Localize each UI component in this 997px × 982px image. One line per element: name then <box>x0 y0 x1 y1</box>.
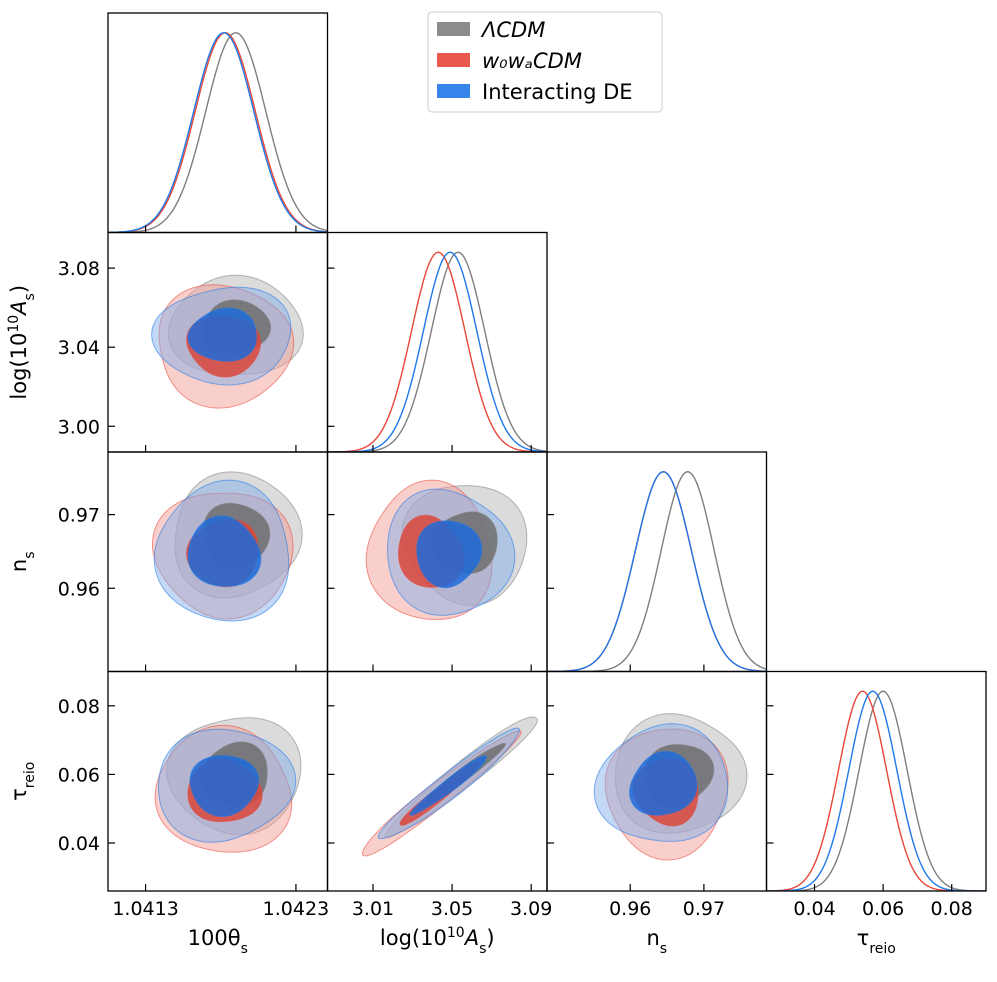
contour-inner-ide <box>187 515 262 587</box>
axis-label-theta: 100θs <box>188 926 248 957</box>
panel-frame <box>765 670 987 892</box>
marginal-line-lcdm <box>766 690 986 891</box>
axis-label-tau: τreio <box>857 926 896 957</box>
marginal-line-lcdm <box>108 32 328 233</box>
x-tick-label: 1.0423 <box>263 898 329 920</box>
contour-inner-ide <box>409 755 488 816</box>
panel-frame <box>546 451 768 673</box>
contour-inner-ide <box>187 307 257 362</box>
x-tick-label: 3.05 <box>431 898 473 920</box>
contour-panel-theta-tau <box>154 717 302 853</box>
x-tick-label: 0.97 <box>683 898 725 920</box>
y-tick-label: 0.08 <box>58 696 100 718</box>
legend-label-w0wa: w₀wₐCDM <box>482 49 582 73</box>
legend-swatch-w0wa <box>437 53 470 67</box>
panel-frame <box>326 231 548 453</box>
contour-inner-ide <box>189 755 260 818</box>
x-tick-label: 0.08 <box>931 898 973 920</box>
marginal-line-ide <box>766 690 986 891</box>
y-tick-label: 0.04 <box>58 833 100 855</box>
y-tick-label: 3.00 <box>58 416 100 438</box>
contour-panel-ns-tau <box>593 713 748 861</box>
y-tick-label: 3.04 <box>58 337 100 359</box>
y-tick-label: 0.96 <box>58 578 100 600</box>
contour-panel-As-ns <box>365 479 528 621</box>
legend-swatch-ide <box>437 84 470 98</box>
y-tick-label: 0.97 <box>58 505 100 527</box>
x-tick-label: 0.06 <box>862 898 904 920</box>
axis-label-tau: τreio <box>7 762 38 801</box>
marginal-line-ide <box>547 471 767 672</box>
axis-label-ns: ns <box>646 926 667 957</box>
y-tick-label: 0.06 <box>58 764 100 786</box>
contour-panel-theta-As <box>151 274 304 409</box>
marginal-panel-As <box>327 251 547 452</box>
legend-label-ide: Interacting DE <box>482 80 633 104</box>
contour-inner-ide <box>416 520 483 589</box>
x-tick-label: 3.01 <box>352 898 394 920</box>
axis-label-As: log(1010As) <box>6 285 38 400</box>
marginal-line-lcdm <box>547 471 767 672</box>
marginal-panel-tau <box>766 690 986 891</box>
x-tick-label: 3.09 <box>510 898 552 920</box>
marginal-panel-theta <box>108 32 328 233</box>
legend-box <box>427 11 663 113</box>
panel-frame <box>107 12 329 234</box>
marginal-line-ide <box>327 251 547 452</box>
marginal-line-w0wa <box>327 251 547 452</box>
legend-label-lcdm: ΛCDM <box>480 18 545 42</box>
marginal-line-lcdm <box>327 251 547 452</box>
marginal-panel-ns <box>547 471 767 672</box>
x-tick-label: 0.04 <box>793 898 835 920</box>
contour-inner-ide <box>629 750 698 816</box>
x-tick-label: 1.0413 <box>112 898 178 920</box>
contour-panel-theta-ns <box>151 471 303 622</box>
marginal-line-w0wa <box>766 690 986 891</box>
contour-panel-As-tau <box>361 716 538 857</box>
x-tick-label: 0.96 <box>609 898 651 920</box>
axis-label-ns: ns <box>7 551 38 572</box>
marginal-line-ide <box>108 32 328 233</box>
y-tick-label: 3.08 <box>58 258 100 280</box>
legend-swatch-lcdm <box>437 22 470 36</box>
legend: ΛCDM w₀wₐCDM Interacting DE <box>427 11 663 113</box>
axis-label-As: log(1010As) <box>380 925 495 957</box>
